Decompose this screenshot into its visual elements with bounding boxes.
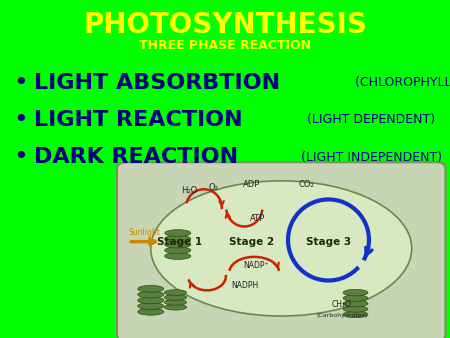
- Text: Sunlight: Sunlight: [129, 227, 161, 237]
- Text: •: •: [14, 108, 28, 132]
- Text: •: •: [14, 71, 28, 95]
- Text: Stage 3: Stage 3: [306, 237, 351, 247]
- Text: H₂O: H₂O: [181, 187, 197, 195]
- Text: NADP⁺: NADP⁺: [244, 261, 269, 270]
- Text: ADP: ADP: [243, 180, 261, 189]
- Text: ATP: ATP: [250, 214, 265, 222]
- Ellipse shape: [165, 253, 191, 260]
- Ellipse shape: [138, 297, 164, 304]
- Ellipse shape: [343, 289, 368, 296]
- Ellipse shape: [343, 306, 368, 312]
- Ellipse shape: [138, 303, 164, 310]
- Text: NADPH: NADPH: [232, 281, 259, 290]
- Ellipse shape: [138, 291, 164, 298]
- Ellipse shape: [343, 295, 368, 301]
- Text: CO₂: CO₂: [298, 180, 314, 189]
- Ellipse shape: [165, 241, 191, 248]
- Ellipse shape: [343, 311, 368, 318]
- Text: DARK REACTION: DARK REACTION: [34, 147, 238, 167]
- Text: (CHLOROPHYLL): (CHLOROPHYLL): [351, 76, 450, 89]
- Text: Stage 1: Stage 1: [158, 237, 202, 247]
- Ellipse shape: [164, 299, 187, 305]
- Text: CH₂O: CH₂O: [332, 300, 352, 309]
- Ellipse shape: [138, 308, 164, 315]
- Ellipse shape: [165, 247, 191, 254]
- Text: LIGHT ABSORBTION: LIGHT ABSORBTION: [34, 73, 280, 93]
- Text: (LIGHT INDEPENDENT): (LIGHT INDEPENDENT): [297, 151, 442, 164]
- Ellipse shape: [165, 236, 191, 242]
- Ellipse shape: [165, 230, 191, 237]
- Text: THREE PHASE REACTION: THREE PHASE REACTION: [139, 39, 311, 52]
- Ellipse shape: [138, 285, 164, 292]
- Text: Stage 2: Stage 2: [230, 237, 274, 247]
- Ellipse shape: [164, 304, 187, 310]
- Text: (LIGHT DEPENDENT): (LIGHT DEPENDENT): [303, 114, 435, 126]
- Ellipse shape: [164, 295, 187, 300]
- Ellipse shape: [151, 181, 412, 316]
- Ellipse shape: [343, 300, 368, 307]
- Text: •: •: [14, 145, 28, 169]
- Ellipse shape: [164, 290, 187, 295]
- Text: (Carbohydrates): (Carbohydrates): [316, 313, 368, 317]
- FancyBboxPatch shape: [117, 162, 446, 338]
- Text: O₂: O₂: [209, 183, 219, 192]
- Text: PHOTOSYNTHESIS: PHOTOSYNTHESIS: [83, 11, 367, 39]
- Text: LIGHT REACTION: LIGHT REACTION: [34, 110, 243, 130]
